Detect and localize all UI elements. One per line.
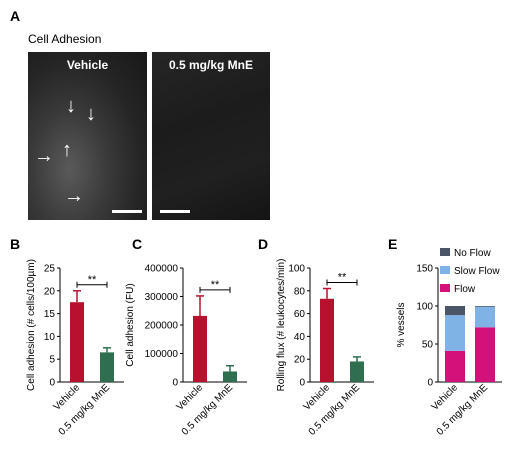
stacked-bar-segment xyxy=(475,327,495,382)
stacked-bar-segment xyxy=(475,306,495,307)
chart-e: E 0 50 100 150 % vessels No Flow Slow Flow Flow… xyxy=(388,236,502,438)
y-tick-label: 100 xyxy=(416,302,433,313)
y-tick-label: 20 xyxy=(44,286,56,297)
y-tick-label: 5 xyxy=(49,355,55,366)
significance-label: ** xyxy=(338,272,347,284)
significance-label: ** xyxy=(211,279,220,291)
arrow-icon: → xyxy=(34,145,54,167)
y-tick-label: 150 xyxy=(416,264,433,275)
bar xyxy=(223,371,237,382)
y-tick-label: 100000 xyxy=(145,349,179,360)
y-tick-label: 0 xyxy=(49,378,55,389)
y-tick-label: 0 xyxy=(172,378,178,389)
chart-c: C 0 100000 200000 300000 400000 Cell adhesion… xyxy=(125,236,247,438)
chart-b: B 0 5 10 15 20 25 Cell adhesion (# cells/100µm… xyxy=(10,236,124,438)
y-tick-label: 400000 xyxy=(145,264,179,275)
bar xyxy=(350,361,364,382)
panel-b-letter: B xyxy=(10,236,20,252)
legend-label: No Flow xyxy=(454,248,491,259)
significance-label: ** xyxy=(88,274,97,286)
y-tick-label: 60 xyxy=(294,309,306,320)
arrow-icon: → xyxy=(64,185,84,207)
stacked-bar-segment xyxy=(445,350,465,382)
legend-swatch xyxy=(440,284,450,292)
y-tick-label: 50 xyxy=(422,340,434,351)
bar-charts: B 0 5 10 15 20 25 Cell adhesion (# cells/100µm… xyxy=(10,236,502,438)
panel-c-letter: C xyxy=(132,236,142,252)
legend-swatch xyxy=(440,266,450,274)
legend-swatch xyxy=(440,248,450,256)
panel-a-title: Cell Adhesion xyxy=(28,32,102,46)
panel-e-letter: E xyxy=(388,236,397,252)
bar xyxy=(70,302,84,382)
y-tick-label: 10 xyxy=(44,332,56,343)
y-axis-label: Cell adhesion (FU) xyxy=(125,283,136,366)
legend-label: Slow Flow xyxy=(454,266,500,277)
y-tick-label: 0 xyxy=(427,378,433,389)
chart-b-plot: 0 5 10 15 20 25 Cell adhesion (# cells/100µm) *… xyxy=(26,259,124,438)
y-tick-label: 100 xyxy=(288,264,305,275)
stacked-bar-segment xyxy=(445,306,465,316)
arrow-icon: ↓ xyxy=(86,103,96,125)
y-tick-label: 300000 xyxy=(145,292,179,303)
stacked-bar-segment xyxy=(445,315,465,351)
bar xyxy=(100,352,114,382)
panel-d-letter: D xyxy=(258,236,268,252)
y-tick-label: 40 xyxy=(294,332,306,343)
panel-a-letter: A xyxy=(10,8,21,24)
y-tick-label: 80 xyxy=(294,286,306,297)
bar xyxy=(193,315,207,382)
bar xyxy=(320,298,334,382)
arrow-icon: ↑ xyxy=(62,139,72,161)
y-axis-label: % vessels xyxy=(396,302,407,347)
scale-bar xyxy=(160,210,190,213)
scale-bar xyxy=(112,210,142,213)
y-tick-label: 25 xyxy=(44,264,56,275)
mne-image-label: 0.5 mg/kg MnE xyxy=(168,58,254,72)
y-tick-label: 20 xyxy=(294,355,306,366)
y-axis-label: Rolling flux (# leukocytes/min) xyxy=(276,259,287,392)
y-axis-label: Cell adhesion (# cells/100µm) xyxy=(26,259,37,391)
chart-c-plot: 0 100000 200000 300000 400000 Cell adhesion (… xyxy=(125,264,247,438)
y-tick-label: 0 xyxy=(299,378,305,389)
vehicle-image-label: Vehicle xyxy=(66,58,109,72)
stacked-bar-segment xyxy=(475,306,495,328)
legend-label: Flow xyxy=(454,284,476,295)
arrow-icon: ↓ xyxy=(66,95,76,117)
y-tick-label: 200000 xyxy=(145,321,179,332)
y-tick-label: 15 xyxy=(44,309,56,320)
vehicle-micrograph: Vehicle ↓ ↓ → ↑ → xyxy=(28,52,147,220)
mne-micrograph: 0.5 mg/kg MnE xyxy=(152,52,270,220)
